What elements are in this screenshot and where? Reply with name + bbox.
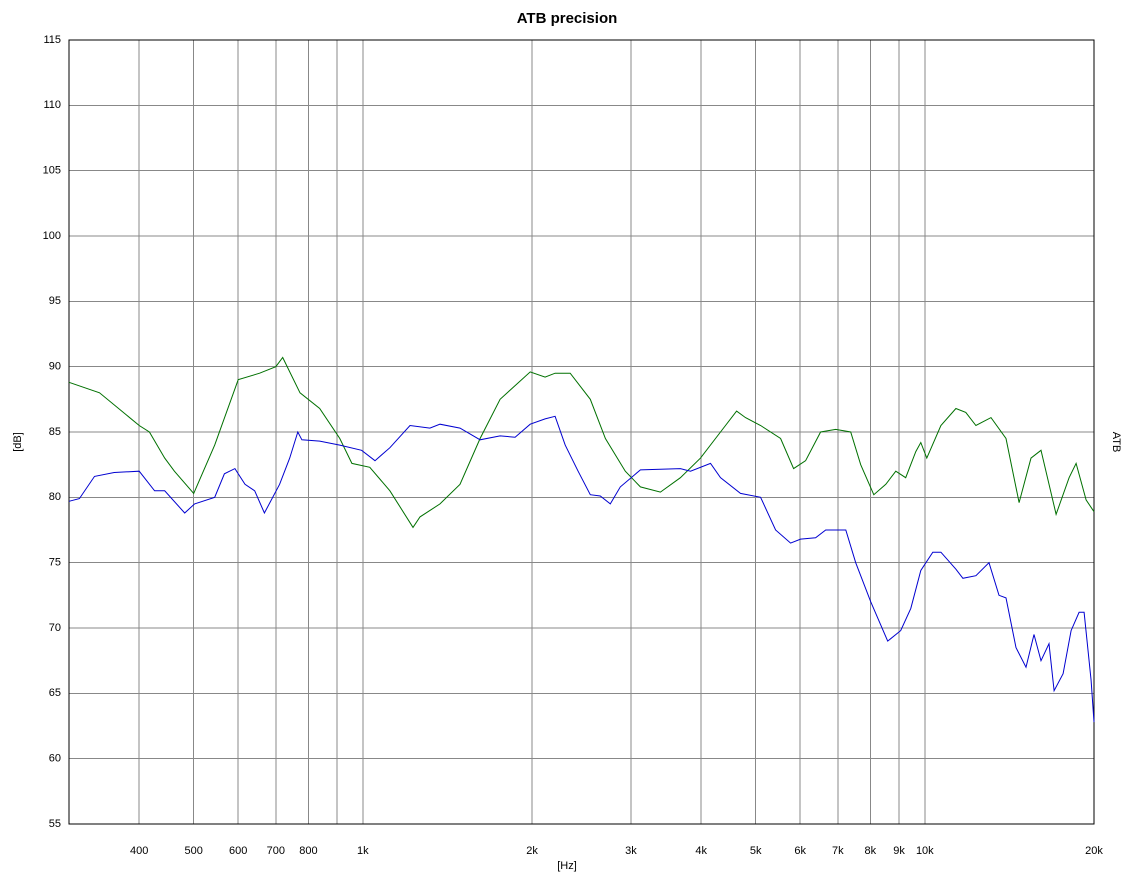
series-line xyxy=(68,356,1095,529)
y-tick-label: 60 xyxy=(49,753,61,765)
y-tick-label: 70 xyxy=(49,622,61,634)
y-tick-label: 85 xyxy=(49,426,61,438)
chart-title: ATB precision xyxy=(517,10,618,27)
y-tick-label: 75 xyxy=(49,557,61,569)
right-axis-label: ATB xyxy=(1110,432,1122,453)
x-tick-label: 700 xyxy=(267,845,285,857)
x-tick-label: 9k xyxy=(893,845,905,857)
y-tick-label: 95 xyxy=(49,295,61,307)
y-tick-label: 115 xyxy=(43,34,61,46)
x-tick-label: 2k xyxy=(526,845,538,857)
x-tick-label: 3k xyxy=(625,845,637,857)
x-tick-label: 1k xyxy=(357,845,369,857)
x-tick-label: 800 xyxy=(299,845,317,857)
y-tick-label: 90 xyxy=(49,361,61,373)
y-tick-label: 55 xyxy=(49,818,61,830)
y-tick-label: 100 xyxy=(43,230,61,242)
x-tick-label: 20k xyxy=(1085,845,1103,857)
x-tick-label: 7k xyxy=(832,845,844,857)
x-tick-label: 500 xyxy=(184,845,202,857)
series-line xyxy=(68,415,1095,723)
y-tick-label: 105 xyxy=(43,165,61,177)
y-tick-label: 65 xyxy=(49,687,61,699)
x-tick-label: 8k xyxy=(865,845,877,857)
x-tick-label: 6k xyxy=(794,845,806,857)
x-tick-label: 400 xyxy=(130,845,148,857)
y-tick-label: 110 xyxy=(43,99,61,111)
x-tick-label: 4k xyxy=(695,845,707,857)
x-tick-label: 10k xyxy=(916,845,934,857)
x-axis-label: [Hz] xyxy=(557,860,577,872)
y-axis-label: [dB] xyxy=(12,432,24,452)
x-tick-label: 5k xyxy=(750,845,762,857)
x-tick-label: 600 xyxy=(229,845,247,857)
y-tick-label: 80 xyxy=(49,491,61,503)
plot-frame xyxy=(68,39,1095,825)
